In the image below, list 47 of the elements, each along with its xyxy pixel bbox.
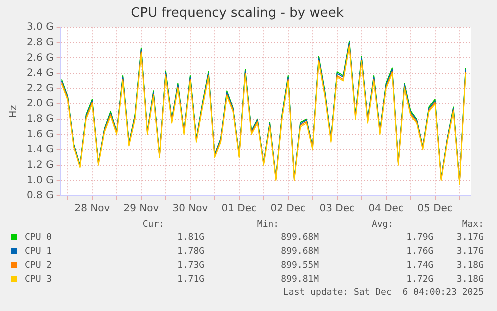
text: 899.55M [280, 260, 320, 273]
y-tick-label: 0.8 G [26, 190, 54, 202]
x-tick-label: 02 Dec [270, 204, 306, 215]
x-tick-label: 28 Nov [74, 204, 110, 215]
y-axis-title: Hz [8, 105, 20, 118]
text: 3.17G [456, 232, 484, 245]
text: Cur: [142, 219, 166, 231]
y-tick-label: 2.2 G [26, 83, 54, 94]
text: 1.78G [176, 246, 205, 259]
text: 899.68M [280, 232, 320, 245]
y-tick-label: 2.0 G [26, 98, 54, 110]
x-tick-label: 04 Dec [368, 204, 404, 215]
text: 899.68M [280, 246, 320, 259]
text: 1.81G [176, 232, 205, 245]
y-tick-label: 1.8 G [26, 114, 54, 126]
text: 1.72G [406, 274, 434, 287]
y-tick-label: 3.0 G [26, 22, 54, 34]
x-tick-label: 30 Nov [172, 204, 208, 215]
y-tick-label: 1.6 G [26, 129, 54, 140]
y-tick-label: 1.2 G [26, 160, 54, 171]
text: 3.17G [456, 246, 484, 259]
legend-label: CPU 3 [25, 275, 52, 285]
y-tick-label: 2.4 G [26, 68, 54, 80]
y-tick-label: 2.6 G [26, 52, 54, 64]
x-tick-label: 05 Dec [418, 204, 453, 215]
legend-label: CPU 2 [25, 261, 52, 271]
legend-label: CPU 0 [25, 233, 52, 243]
text: 1.71G [176, 274, 205, 287]
text: 3.18G [456, 274, 484, 287]
text: 1.74G [406, 260, 434, 273]
text: Max: [461, 219, 484, 231]
text: Last update: Sat Dec 6 04:00:23 2025 [282, 287, 484, 299]
text: 1.73G [176, 260, 205, 273]
text: Min: [256, 219, 280, 231]
y-tick-label: 1.0 G [26, 175, 54, 186]
text: 899.81M [280, 274, 320, 287]
text: Avg: [370, 219, 395, 231]
legend-label: CPU 1 [25, 247, 52, 257]
text: 3.18G [456, 260, 484, 273]
chart-title: CPU frequency scaling - by week [131, 6, 344, 22]
y-tick-label: 1.4 G [26, 144, 54, 156]
x-tick-label: 29 Nov [124, 204, 160, 215]
text: 1.79G [406, 232, 434, 245]
y-tick-label: 2.8 G [26, 38, 54, 49]
x-tick-label: 03 Dec [320, 204, 355, 215]
x-tick-label: 01 Dec [222, 204, 258, 215]
text: 1.76G [406, 246, 434, 259]
